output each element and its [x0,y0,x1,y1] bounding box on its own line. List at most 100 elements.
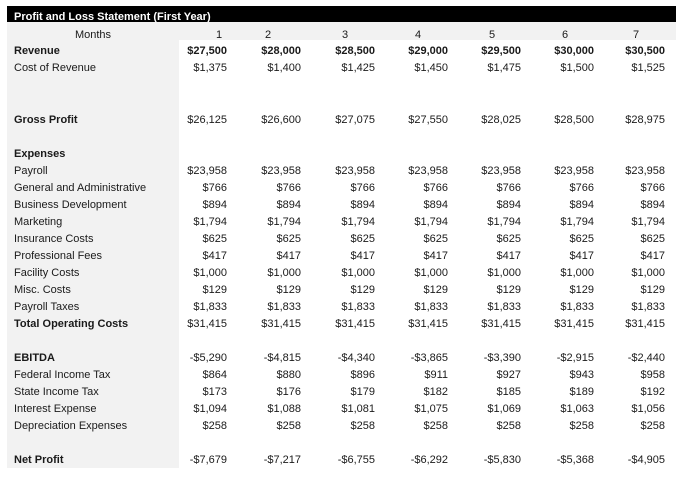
row-facility-costs: Facility Costs $1,000 $1,000 $1,000 $1,0… [0,265,676,282]
cell-month-2: $1,794 [267,216,301,228]
cell-month-4: $27,550 [408,114,448,126]
cell-month-5: $185 [496,386,521,398]
row-payroll: Payroll $23,958 $23,958 $23,958 $23,958 … [0,163,676,180]
cell-month-3: $894 [350,199,375,211]
cell-month-7: $894 [640,199,665,211]
cell-month-4: $417 [423,250,448,262]
cell-month-3: $23,958 [335,165,375,177]
cell-month-5: $1,833 [487,301,521,313]
cell-month-4: $31,415 [408,318,448,330]
cell-month-5: $129 [496,284,521,296]
cell-month-2: $1,000 [267,267,301,279]
cell-month-1: $625 [202,233,227,245]
cell-month-6: $129 [569,284,594,296]
cell-month-4: $766 [423,182,448,194]
row-depreciation-expenses: Depreciation Expenses $258 $258 $258 $25… [0,418,676,435]
cell-month-2: $894 [276,199,301,211]
row-expenses-heading: Expenses [0,146,676,163]
cell-month-4: $182 [423,386,448,398]
cell-month-5: $894 [496,199,521,211]
cell-month-5: $417 [496,250,521,262]
row-label: Payroll [14,165,48,177]
cell-month-6: $1,063 [560,403,594,415]
row-label: Insurance Costs [14,233,94,245]
row-label: General and Administrative [14,182,147,194]
cell-month-3: $1,081 [341,403,375,415]
cell-month-6: $417 [569,250,594,262]
row-payroll-taxes: Payroll Taxes $1,833 $1,833 $1,833 $1,83… [0,299,676,316]
cell-month-1: -$5,290 [189,352,227,364]
cell-month-5: $258 [496,420,521,432]
row-label: Revenue [14,45,60,57]
cell-month-6: -$5,368 [556,454,594,466]
cell-month-3: $129 [350,284,375,296]
cell-month-3: $31,415 [335,318,375,330]
cell-month-7: -$2,440 [627,352,665,364]
cell-month-5: $766 [496,182,521,194]
cell-month-6: $1,000 [560,267,594,279]
cell-month-2: $417 [276,250,301,262]
cell-month-7: $28,975 [625,114,665,126]
row-label: State Income Tax [14,386,99,398]
row-label: Professional Fees [14,250,103,262]
cell-month-1: $26,125 [187,114,227,126]
cell-month-4: $23,958 [408,165,448,177]
cell-month-1: $258 [202,420,227,432]
cell-month-1: $23,958 [187,165,227,177]
row-label: Federal Income Tax [14,369,111,381]
cell-month-7: $1,833 [631,301,665,313]
cell-month-2: $625 [276,233,301,245]
cell-month-2: -$4,815 [263,352,301,364]
months-header-row: Months 1 2 3 4 5 6 7 [0,27,676,44]
month-header-5: 5 [488,29,496,41]
row-misc-costs: Misc. Costs $129 $129 $129 $129 $129 $12… [0,282,676,299]
row-total-operating-costs: Total Operating Costs $31,415 $31,415 $3… [0,316,676,333]
cell-month-1: $1,000 [193,267,227,279]
cell-month-1: $129 [202,284,227,296]
cell-month-3: $766 [350,182,375,194]
month-header-1: 1 [215,29,223,41]
cell-month-5: $31,415 [481,318,521,330]
cell-month-7: $625 [640,233,665,245]
cell-month-5: $1,069 [487,403,521,415]
month-header-7: 7 [632,29,640,41]
cell-month-1: -$7,679 [189,454,227,466]
cell-month-3: $1,794 [341,216,375,228]
cell-month-3: $1,833 [341,301,375,313]
cell-month-4: $1,794 [414,216,448,228]
cell-month-7: $766 [640,182,665,194]
cell-month-3: $27,075 [335,114,375,126]
cell-month-1: $766 [202,182,227,194]
cell-month-7: $31,415 [625,318,665,330]
cell-month-1: $1,833 [193,301,227,313]
cell-month-1: $894 [202,199,227,211]
row-net-profit: Net Profit -$7,679 -$7,217 -$6,755 -$6,2… [0,452,676,469]
cell-month-4: -$3,865 [410,352,448,364]
cell-month-5: $625 [496,233,521,245]
cell-month-2: -$7,217 [263,454,301,466]
cell-month-2: $28,000 [261,45,301,57]
months-label: Months [74,29,112,41]
cell-month-7: $958 [640,369,665,381]
row-interest-expense: Interest Expense $1,094 $1,088 $1,081 $1… [0,401,676,418]
row-state-income-tax: State Income Tax $173 $176 $179 $182 $18… [0,384,676,401]
cell-month-7: $1,794 [631,216,665,228]
row-label: Marketing [14,216,63,228]
row-label: Net Profit [14,454,64,466]
cell-month-7: $129 [640,284,665,296]
cell-month-6: $28,500 [554,114,594,126]
cell-month-6: $189 [569,386,594,398]
cell-month-3: $1,000 [341,267,375,279]
row-ebitda: EBITDA -$5,290 -$4,815 -$4,340 -$3,865 -… [0,350,676,367]
cell-month-2: $23,958 [261,165,301,177]
cell-month-4: -$6,292 [410,454,448,466]
label-column-background [7,40,179,468]
cell-month-4: $1,075 [414,403,448,415]
cell-month-2: $1,088 [267,403,301,415]
cell-month-6: $1,833 [560,301,594,313]
cell-month-7: $417 [640,250,665,262]
cell-month-6: $23,958 [554,165,594,177]
cell-month-6: -$2,915 [556,352,594,364]
cell-month-4: $1,000 [414,267,448,279]
cell-month-6: $31,415 [554,318,594,330]
